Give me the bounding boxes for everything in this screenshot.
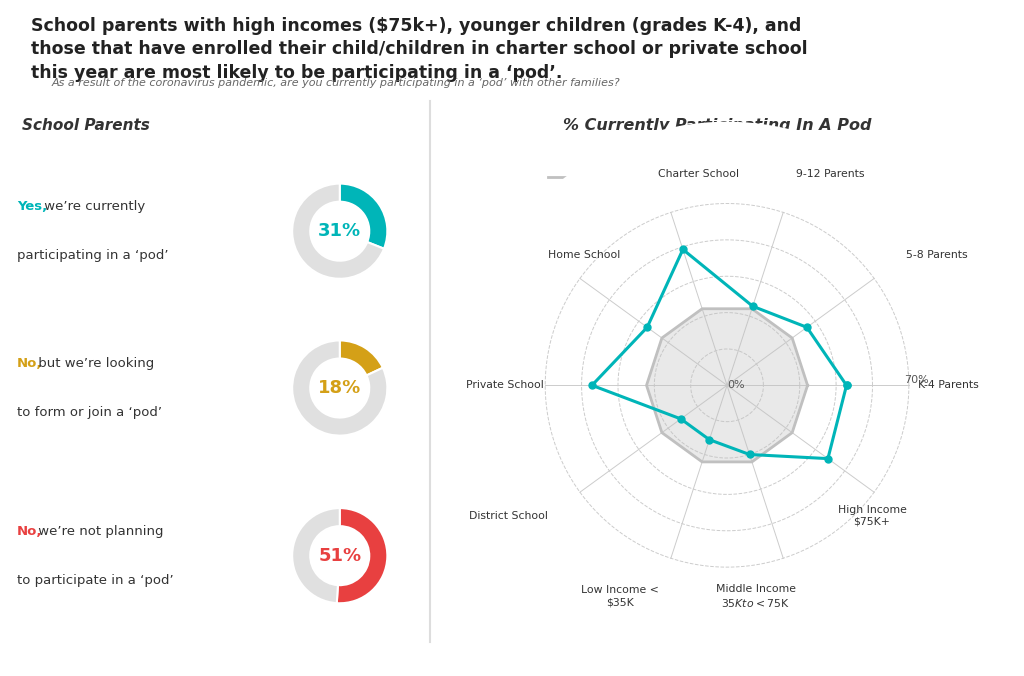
- Legend: % Total School Parents, % By Demographic: % Total School Parents, % By Demographic: [543, 167, 891, 189]
- Text: District School: District School: [469, 510, 548, 521]
- Text: 0%: 0%: [727, 381, 744, 390]
- Text: but we’re looking: but we’re looking: [34, 357, 155, 370]
- Text: we’re currently: we’re currently: [40, 200, 144, 214]
- Text: Yes,: Yes,: [17, 200, 47, 214]
- Text: we’re not planning: we’re not planning: [34, 525, 164, 538]
- Text: No,: No,: [17, 357, 43, 370]
- Text: School Parents: School Parents: [22, 118, 150, 132]
- Text: Charter School: Charter School: [658, 170, 739, 179]
- Text: 70%: 70%: [904, 375, 929, 385]
- Text: to form or join a ‘pod’: to form or join a ‘pod’: [17, 406, 162, 419]
- Text: to participate in a ‘pod’: to participate in a ‘pod’: [17, 573, 174, 587]
- Text: 5-8 Parents: 5-8 Parents: [906, 250, 968, 260]
- Text: Middle Income
$35K to < $75K: Middle Income $35K to < $75K: [716, 584, 796, 609]
- Text: School parents with high incomes ($75k+), younger children (grades K-4), and
tho: School parents with high incomes ($75k+)…: [31, 17, 807, 82]
- Text: 9-12 Parents: 9-12 Parents: [796, 170, 864, 179]
- Text: No,: No,: [17, 525, 43, 538]
- Text: participating in a ‘pod’: participating in a ‘pod’: [17, 249, 169, 262]
- Text: Low Income <
$35K: Low Income < $35K: [581, 585, 658, 608]
- Polygon shape: [646, 309, 808, 462]
- Text: High Income
$75K+: High Income $75K+: [838, 504, 906, 527]
- Text: As a result of the coronavirus pandemic, are you currently participating in a ‘p: As a result of the coronavirus pandemic,…: [51, 78, 620, 88]
- Text: Private School: Private School: [466, 381, 544, 390]
- Text: % Currently Participating In A Pod: % Currently Participating In A Pod: [562, 118, 871, 132]
- Text: K-4 Parents: K-4 Parents: [919, 381, 979, 390]
- Text: Home School: Home School: [548, 250, 620, 260]
